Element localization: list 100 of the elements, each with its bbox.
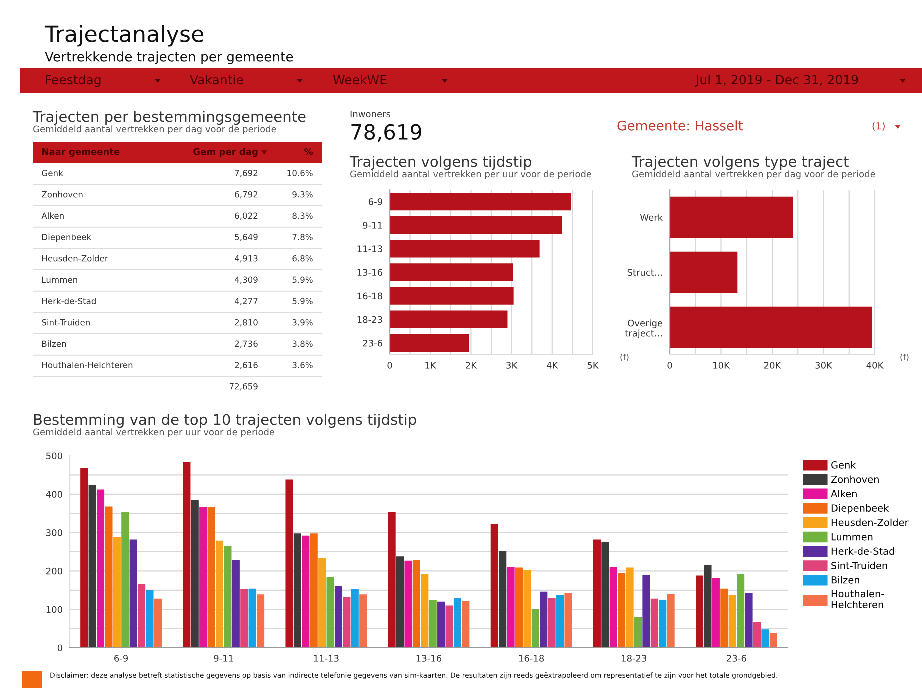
legend-label: Alken	[831, 490, 857, 498]
text: Gemeente: Hasselt	[618, 120, 744, 131]
text: %	[304, 148, 314, 156]
data-label: 9.3%	[292, 191, 313, 198]
y-tick-label: 300	[46, 530, 62, 536]
category-label: Sint-Truiden	[42, 319, 90, 326]
text: 78,619	[352, 124, 422, 142]
bar	[318, 558, 326, 648]
chart-subtitle: Gemiddeld aantal vertrekken per dag voor de periode	[632, 170, 876, 180]
data-label: 4,277	[234, 298, 258, 306]
category-label: Heusden-Zolder	[42, 255, 108, 262]
data-label: 2,736	[235, 340, 258, 348]
data-label: 4,913	[234, 255, 258, 263]
bar	[310, 534, 318, 648]
legend-label: Diepenbeek	[832, 504, 890, 514]
text: (1)	[872, 122, 885, 131]
bar	[515, 568, 524, 648]
text: (f)	[620, 354, 629, 362]
bar	[88, 485, 96, 648]
bar	[390, 287, 514, 305]
data-label: 5.9%	[292, 298, 313, 304]
data-label: 3.9%	[292, 319, 313, 326]
bar	[762, 630, 770, 648]
x-tick-label: 2K	[466, 362, 478, 369]
bar	[232, 560, 240, 648]
bar	[216, 540, 224, 648]
data-label: 3.8%	[292, 340, 313, 348]
bar	[191, 500, 199, 648]
legend-label: Heusden-Zolder	[832, 518, 909, 526]
bar	[360, 594, 368, 648]
bar	[650, 598, 658, 648]
bar	[745, 593, 753, 648]
bar	[257, 594, 265, 648]
text: Jul 1, 2019 - Dec 31, 2019	[695, 74, 858, 87]
y-tick-label: 16-18	[358, 292, 382, 300]
y-tick-label: 6-9	[368, 198, 382, 206]
x-tick-label: 6-9	[114, 655, 128, 662]
bar	[659, 600, 667, 648]
bar	[626, 568, 634, 648]
bar	[224, 546, 232, 648]
y-tick-label: 13-16	[358, 269, 382, 276]
bar	[404, 560, 412, 648]
bar	[200, 507, 208, 648]
category-label: Genk	[42, 170, 64, 176]
y-tick-label: 11-13	[358, 246, 382, 252]
y-tick-label: Werk	[640, 214, 664, 222]
text: Inwoners	[350, 110, 391, 118]
bar	[670, 252, 738, 294]
y-tick-label: 400	[46, 491, 62, 498]
data-label: 7,692	[235, 170, 258, 178]
legend-label: Houthalen-Helchteren	[832, 590, 884, 608]
bar	[548, 598, 556, 648]
text: WeekWE	[333, 74, 387, 85]
bar	[138, 584, 146, 648]
bar	[670, 306, 872, 348]
text: Vertrekkende trajecten per gemeente	[45, 52, 294, 64]
data-label: 6.8%	[292, 255, 313, 262]
bar	[412, 560, 420, 648]
bar	[720, 588, 728, 648]
data-label: 2,810	[235, 319, 258, 327]
legend-label: Lummen	[832, 533, 873, 541]
bar	[507, 566, 515, 648]
bar	[130, 540, 138, 648]
data-label: 6,022	[235, 212, 258, 220]
bar	[593, 540, 601, 648]
y-tick-label: 18-23	[358, 316, 382, 324]
bar	[390, 310, 508, 328]
bar	[454, 598, 462, 648]
bar	[642, 575, 650, 648]
bar	[712, 578, 720, 648]
legend-label: Gem per dag	[194, 148, 258, 158]
y-tick-label: 9-11	[363, 222, 382, 229]
bar	[390, 334, 470, 352]
legend-label: Bilzen	[832, 576, 860, 584]
data-label: 10.6%	[288, 170, 313, 176]
bar	[670, 196, 793, 238]
x-tick-label: 18-23	[622, 655, 647, 662]
y-tick-label: 500	[46, 452, 62, 460]
text: Vakantie	[190, 74, 244, 85]
data-label: 7.8%	[292, 234, 313, 240]
x-tick-label: 5K	[588, 362, 600, 369]
bar	[564, 593, 572, 648]
data-label: 8.3%	[292, 212, 313, 220]
data-label: 2,616	[235, 362, 258, 370]
bar	[390, 264, 514, 282]
y-tick-label: Struct...	[628, 269, 662, 276]
bar	[286, 480, 294, 648]
category-label: Houthalen-Helchteren	[42, 362, 133, 368]
x-tick-label: 0	[668, 362, 672, 369]
chart-title: Bestemming van de top 10 trajecten volgens tijdstip	[34, 414, 416, 428]
bar	[113, 537, 121, 648]
bar	[499, 551, 507, 648]
bar	[737, 574, 745, 648]
bar	[610, 566, 618, 648]
bar	[556, 595, 564, 648]
chart-subtitle: Gemiddeld aantal vertrekken per uur voor de periode	[34, 428, 275, 438]
bar	[388, 512, 396, 648]
bar	[343, 597, 351, 648]
chart-title: Trajecten volgens tijdstip	[350, 156, 532, 170]
bar	[421, 574, 429, 648]
